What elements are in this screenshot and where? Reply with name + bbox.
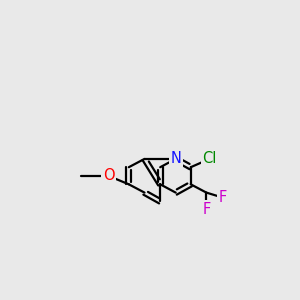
Text: F: F: [219, 190, 227, 205]
Text: N: N: [170, 152, 181, 166]
Text: Cl: Cl: [202, 152, 217, 166]
Text: F: F: [202, 202, 211, 217]
Text: O: O: [103, 169, 115, 184]
